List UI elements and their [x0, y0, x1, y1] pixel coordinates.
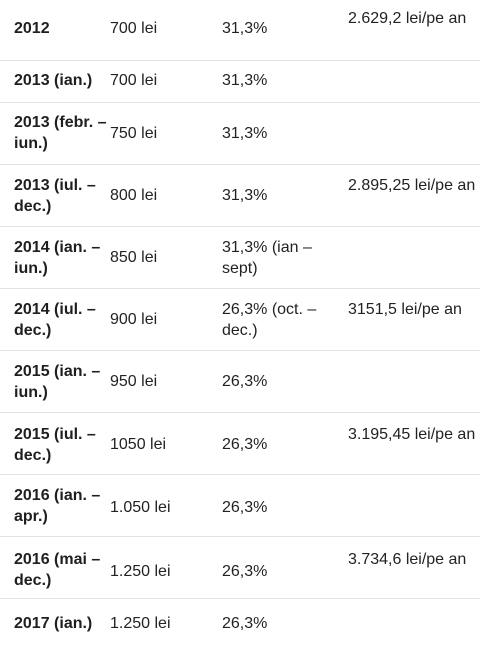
wage-cell: 1.250 lei [110, 615, 171, 632]
total-cell: 3151,5 lei/pe an [348, 301, 462, 318]
rate-cell: 31,3% [222, 72, 268, 89]
wage-cell: 1.250 lei [110, 563, 171, 580]
wage-cell: 700 lei [110, 20, 158, 37]
total-cell: 3.734,6 lei/pe an [348, 551, 467, 568]
total-cell: 2.629,2 lei/pe an [348, 10, 467, 27]
year-cell: 2013 (ian.) [14, 72, 93, 89]
wage-cell: 800 lei [110, 187, 158, 204]
table-row: 2013 (ian.) 700 lei 31,3% [0, 60, 480, 103]
total-cell: 3.195,45 lei/pe an [348, 426, 476, 443]
rate-cell: 31,3% [222, 187, 268, 204]
wage-cell: 950 lei [110, 373, 158, 390]
year-cell: 2014 (iul. – dec.) [14, 301, 96, 339]
wage-cell: 1.050 lei [110, 499, 171, 516]
wage-cell: 900 lei [110, 311, 158, 328]
total-cell: 2.895,25 lei/pe an [348, 177, 476, 194]
table-row: 2014 (ian. – iun.) 850 lei 31,3% (ian – … [0, 226, 480, 289]
table-row: 2016 (ian. – apr.) 1.050 lei 26,3% [0, 474, 480, 537]
rate-cell: 26,3% [222, 563, 268, 580]
year-cell: 2015 (ian. – iun.) [14, 363, 101, 401]
year-cell: 2016 (ian. – apr.) [14, 487, 101, 525]
table-row: 2015 (ian. – iun.) 950 lei 26,3% [0, 350, 480, 413]
rate-cell: 26,3% [222, 615, 268, 632]
year-cell: 2013 (febr. – iun.) [14, 114, 107, 152]
table-row: 2017 (ian.) 1.250 lei 26,3% [0, 598, 480, 644]
table-row: 2015 (iul. – dec.) 1050 lei 26,3% 3.195,… [0, 412, 480, 475]
year-cell: 2012 [14, 20, 50, 37]
year-cell: 2013 (iul. – dec.) [14, 177, 96, 215]
wage-cell: 850 lei [110, 249, 158, 266]
table-row: 2013 (iul. – dec.) 800 lei 31,3% 2.895,2… [0, 164, 480, 227]
table-row: 2014 (iul. – dec.) 900 lei 26,3% (oct. –… [0, 288, 480, 351]
year-cell: 2016 (mai – dec.) [14, 551, 101, 589]
year-cell: 2015 (iul. – dec.) [14, 426, 96, 464]
rate-cell: 26,3% [222, 373, 268, 390]
rate-cell: 26,3% [222, 499, 268, 516]
wage-cell: 1050 lei [110, 436, 167, 453]
table-row: 2016 (mai – dec.) 1.250 lei 26,3% 3.734,… [0, 536, 480, 599]
wage-cell: 750 lei [110, 125, 158, 142]
year-cell: 2017 (ian.) [14, 615, 93, 632]
rate-cell: 26,3% [222, 436, 268, 453]
wage-cell: 700 lei [110, 72, 158, 89]
rate-cell: 31,3% (ian – sept) [222, 239, 312, 277]
table-row: 2013 (febr. – iun.) 750 lei 31,3% [0, 102, 480, 165]
rate-cell: 31,3% [222, 20, 268, 37]
rate-cell: 26,3% (oct. – dec.) [222, 301, 317, 339]
table-row: 2012 700 lei 31,3% 2.629,2 lei/pe an [0, 0, 480, 61]
rate-cell: 31,3% [222, 125, 268, 142]
year-cell: 2014 (ian. – iun.) [14, 239, 101, 277]
